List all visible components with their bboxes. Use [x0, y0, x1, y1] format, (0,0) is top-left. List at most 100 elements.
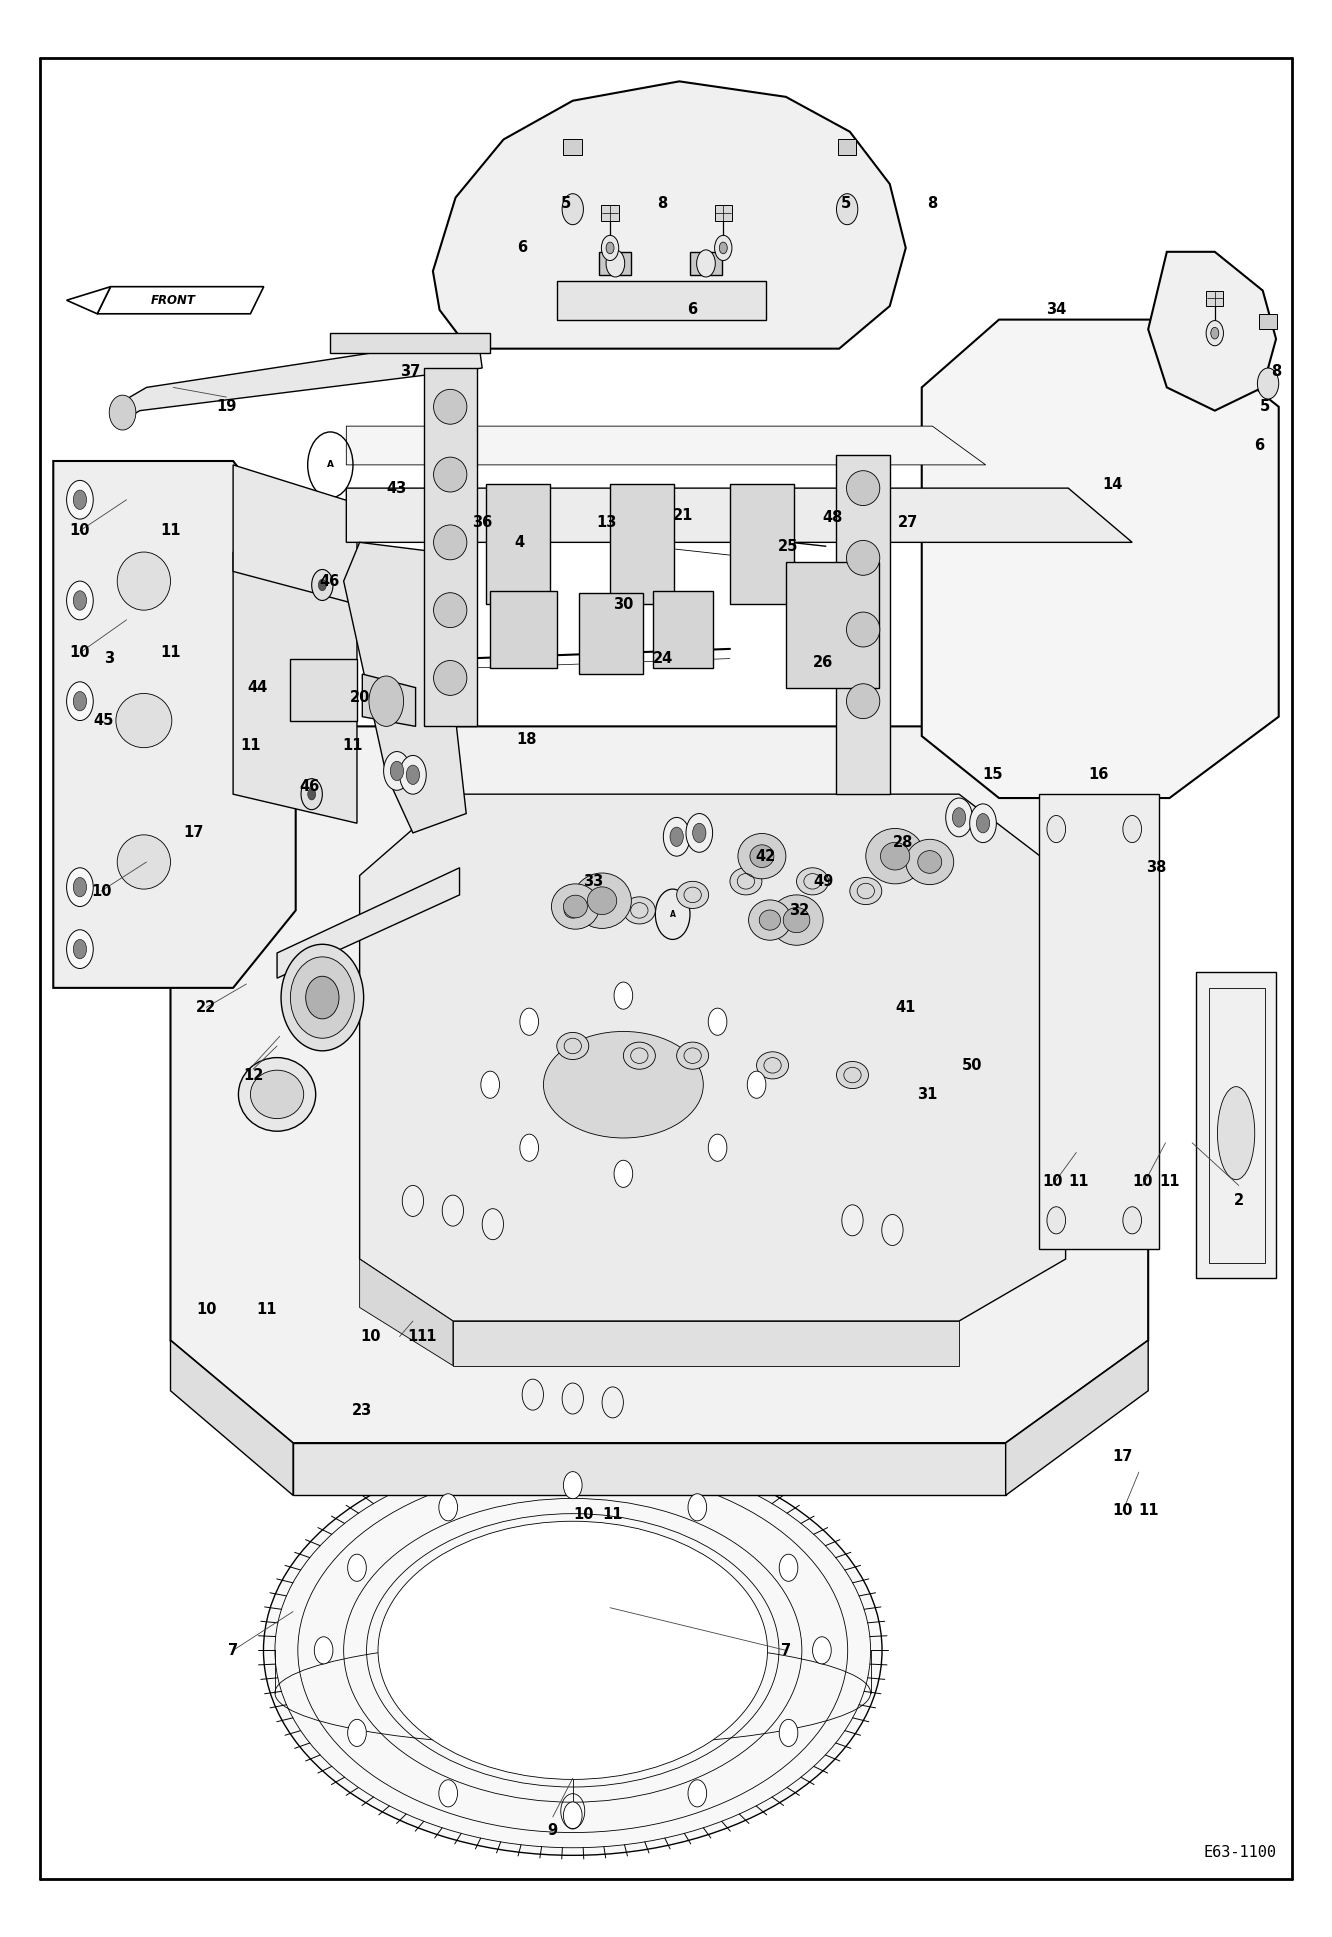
Polygon shape [453, 1321, 959, 1366]
Circle shape [779, 1720, 798, 1747]
Polygon shape [97, 287, 264, 314]
Circle shape [1207, 320, 1223, 345]
Circle shape [842, 1205, 863, 1236]
Circle shape [813, 1637, 831, 1664]
Ellipse shape [847, 540, 880, 575]
Text: 48: 48 [822, 509, 843, 525]
Text: 11: 11 [160, 523, 181, 538]
Text: 10: 10 [573, 1507, 594, 1522]
Circle shape [406, 765, 420, 784]
Text: 6: 6 [1253, 438, 1264, 453]
Text: 10: 10 [1132, 1174, 1154, 1189]
Text: 13: 13 [595, 515, 617, 531]
Text: 11: 11 [602, 1507, 623, 1522]
Bar [563, 139, 582, 155]
Polygon shape [120, 349, 482, 422]
Polygon shape [233, 552, 357, 823]
Polygon shape [433, 81, 906, 349]
Text: 28: 28 [892, 835, 914, 850]
Circle shape [663, 817, 690, 856]
Circle shape [442, 1195, 464, 1226]
Ellipse shape [305, 976, 338, 1019]
Text: A: A [670, 910, 675, 918]
Circle shape [73, 692, 87, 711]
Text: 34: 34 [1046, 302, 1067, 318]
Text: 45: 45 [93, 713, 115, 728]
Bar [610, 484, 674, 604]
Text: 36: 36 [472, 515, 493, 531]
Text: 11: 11 [256, 1302, 277, 1317]
Text: 11: 11 [1159, 1174, 1180, 1189]
Bar [715, 205, 733, 221]
Polygon shape [360, 794, 1066, 1321]
Text: 22: 22 [196, 999, 217, 1015]
Text: 6: 6 [687, 302, 698, 318]
Circle shape [73, 939, 87, 959]
Text: 17: 17 [182, 825, 204, 841]
Polygon shape [836, 455, 890, 794]
Ellipse shape [434, 389, 466, 424]
Ellipse shape [749, 901, 791, 939]
Ellipse shape [109, 395, 136, 430]
Circle shape [402, 1185, 424, 1216]
Text: 19: 19 [216, 399, 237, 415]
Text: 14: 14 [1102, 477, 1123, 492]
Polygon shape [1148, 252, 1276, 411]
Ellipse shape [847, 684, 880, 719]
Circle shape [481, 1071, 500, 1098]
Bar [602, 205, 618, 221]
Ellipse shape [783, 907, 810, 934]
Text: 30: 30 [613, 597, 634, 612]
Text: 1: 1 [408, 1329, 418, 1344]
Circle shape [836, 194, 858, 225]
Circle shape [67, 581, 93, 620]
Circle shape [348, 1553, 366, 1581]
Text: 10: 10 [91, 883, 112, 899]
Polygon shape [293, 1443, 1006, 1495]
Circle shape [482, 1209, 503, 1240]
Circle shape [73, 877, 87, 897]
Circle shape [614, 1160, 633, 1187]
Text: A: A [326, 461, 334, 469]
Circle shape [606, 242, 614, 254]
Circle shape [369, 676, 404, 726]
Text: 12: 12 [242, 1067, 264, 1083]
Polygon shape [67, 287, 111, 314]
Bar [786, 562, 879, 688]
Circle shape [602, 234, 618, 260]
Ellipse shape [730, 868, 762, 895]
Circle shape [390, 761, 404, 781]
Text: 46: 46 [298, 779, 320, 794]
Polygon shape [1196, 972, 1276, 1278]
Ellipse shape [759, 910, 781, 930]
Circle shape [1257, 368, 1279, 399]
Circle shape [562, 194, 583, 225]
Circle shape [1123, 1207, 1142, 1234]
Text: 26: 26 [813, 655, 834, 670]
Polygon shape [233, 465, 357, 604]
Ellipse shape [847, 612, 880, 647]
Text: 21: 21 [673, 507, 694, 523]
Polygon shape [362, 674, 416, 726]
Ellipse shape [281, 943, 364, 1050]
Text: 5: 5 [561, 196, 571, 211]
Text: 8: 8 [657, 196, 667, 211]
Circle shape [67, 868, 93, 907]
Circle shape [719, 242, 727, 254]
Text: 49: 49 [813, 874, 834, 889]
Ellipse shape [738, 833, 786, 879]
Polygon shape [277, 868, 460, 978]
Ellipse shape [587, 887, 617, 914]
Circle shape [438, 1780, 457, 1807]
Polygon shape [1039, 794, 1159, 1249]
Circle shape [689, 1493, 707, 1521]
Circle shape [519, 1135, 538, 1162]
Text: 32: 32 [789, 903, 810, 918]
Ellipse shape [543, 1030, 703, 1139]
Text: 20: 20 [349, 690, 370, 705]
Circle shape [73, 591, 87, 610]
Circle shape [563, 1801, 582, 1829]
Ellipse shape [117, 835, 170, 889]
Text: 4: 4 [514, 535, 525, 550]
Ellipse shape [434, 661, 466, 695]
